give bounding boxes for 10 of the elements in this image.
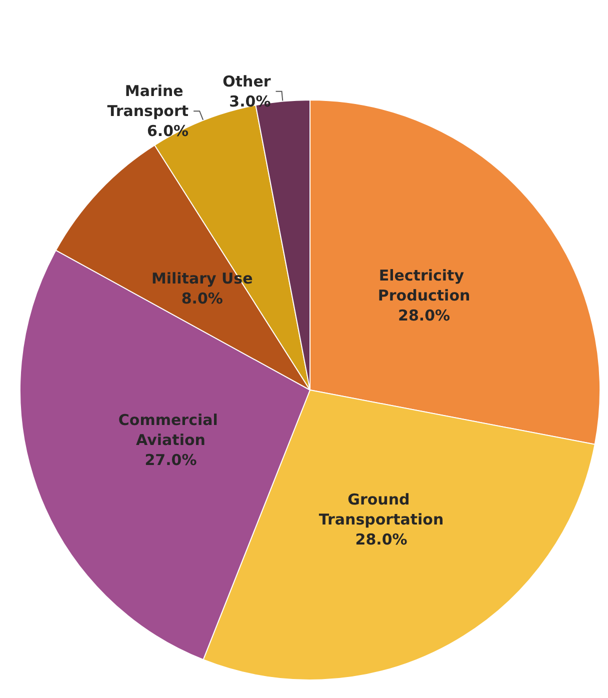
- data-label: 28.0%: [398, 306, 450, 325]
- data-label: 8.0%: [181, 290, 223, 308]
- data-label: 28.0%: [355, 530, 408, 549]
- slice-label: Other: [222, 72, 272, 90]
- data-label: 27.0%: [144, 451, 197, 470]
- slice-label: Electricity Production: [378, 266, 470, 305]
- slice-label: Marine Transport: [107, 82, 189, 120]
- slice-label: Ground Transportation: [318, 490, 444, 529]
- slice-label: Commercial Aviation: [118, 411, 224, 450]
- data-label: 3.0%: [229, 92, 271, 110]
